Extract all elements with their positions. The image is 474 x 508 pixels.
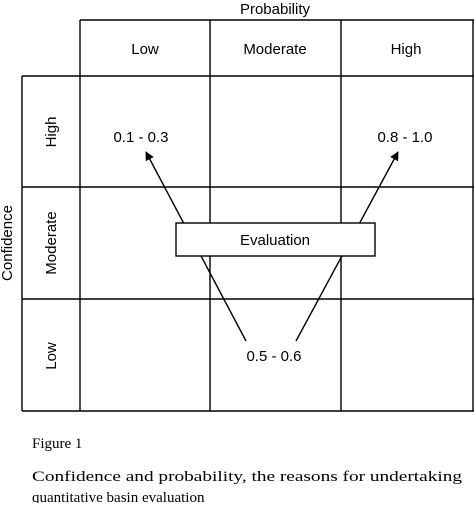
cell-high-confidence-high-probability: 0.8 - 1.0	[377, 129, 432, 146]
confidence-axis-title: Confidence	[0, 205, 16, 281]
column-header-low: Low	[131, 41, 159, 58]
cell-high-confidence-low-probability: 0.1 - 0.3	[113, 129, 168, 146]
cell-low-confidence-moderate-probability: 0.5 - 0.6	[246, 348, 301, 365]
grid	[21, 19, 474, 412]
column-header-moderate: Moderate	[243, 41, 306, 58]
row-header-low: Low	[43, 342, 60, 370]
evaluation-label: Evaluation	[240, 232, 310, 249]
evaluation-box	[175, 222, 376, 257]
figure-label: Figure 1	[32, 436, 82, 452]
probability-axis-title: Probability	[240, 1, 311, 18]
column-header-high: High	[391, 41, 422, 58]
figure-caption-line2: quantitative basin evaluation	[32, 490, 205, 503]
row-header-moderate: Moderate	[43, 211, 60, 274]
row-header-high: High	[43, 117, 60, 148]
figure-caption-line1: Confidence and probability, the reasons …	[32, 469, 463, 485]
